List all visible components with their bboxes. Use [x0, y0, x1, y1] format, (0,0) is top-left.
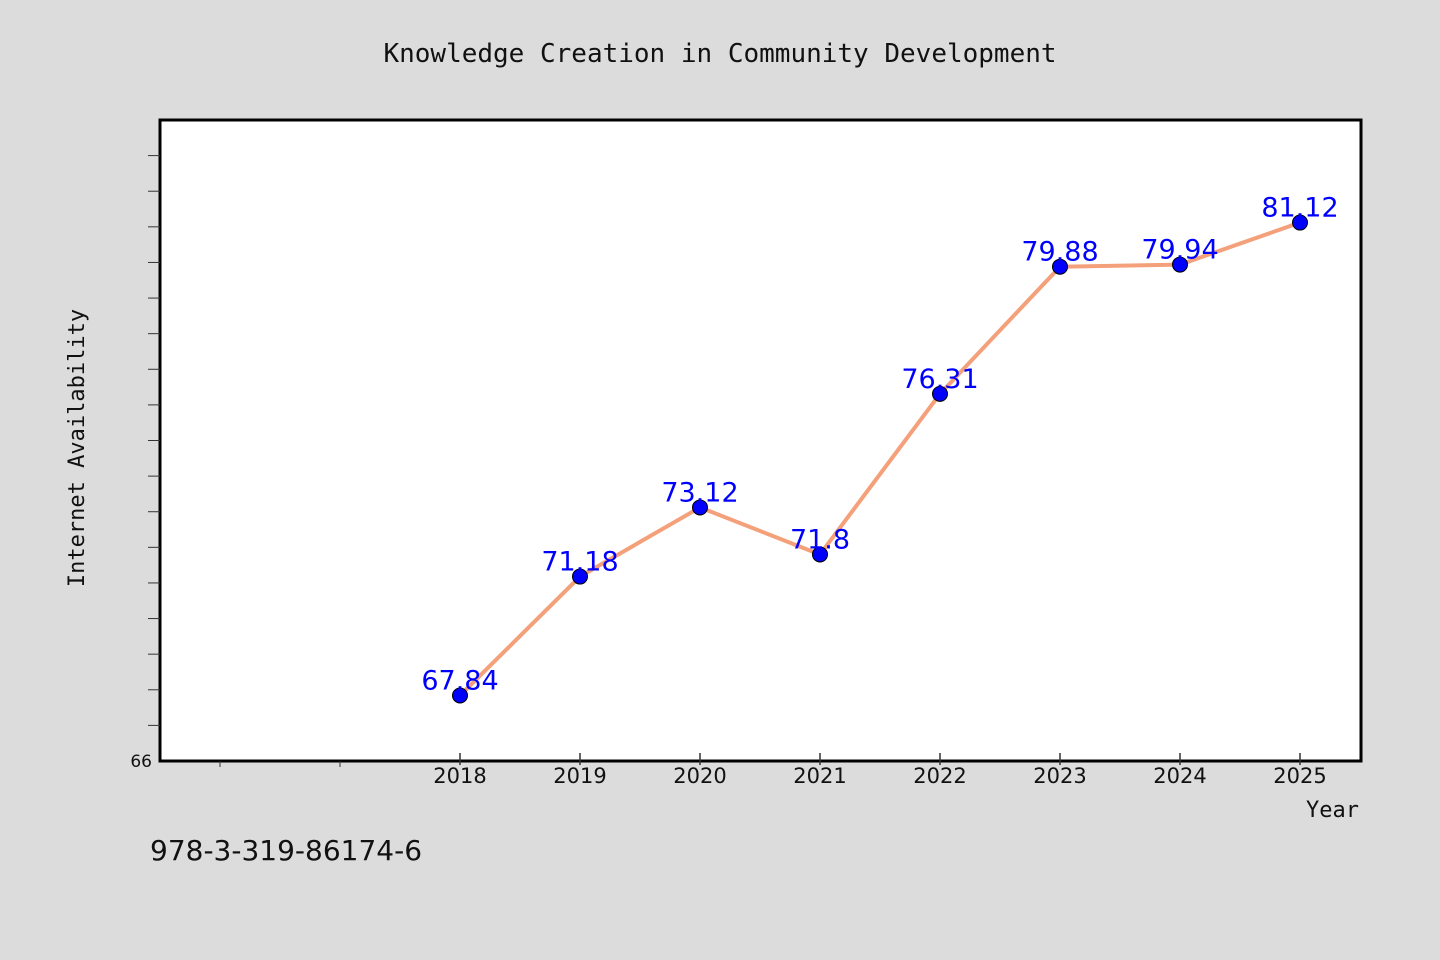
data-label: 81.12	[1261, 193, 1338, 224]
y-axis-label: Internet Availability	[65, 309, 90, 587]
data-point-marker	[932, 385, 948, 402]
x-tick-label: 2021	[793, 764, 846, 788]
x-tick-label: 2025	[1273, 764, 1326, 788]
x-tick-label: 2020	[673, 764, 726, 788]
data-point-marker	[692, 499, 708, 516]
data-label: 71.18	[541, 547, 618, 578]
x-axis-label: Year	[1306, 798, 1359, 823]
data-point-marker	[812, 546, 828, 563]
data-label: 79.88	[1021, 237, 1098, 268]
data-point-marker	[1052, 258, 1068, 275]
isbn-caption: 978-3-319-86174-6	[150, 834, 423, 867]
x-tick-label: 2018	[433, 764, 486, 788]
data-point-marker	[1292, 214, 1308, 231]
x-tick-label: 2019	[553, 764, 606, 788]
x-tick-label: 2024	[1153, 764, 1206, 788]
x-tick-label: 2022	[913, 764, 966, 788]
data-label: 79.94	[1141, 235, 1218, 266]
data-label: 73.12	[661, 477, 738, 508]
data-point-marker	[452, 687, 468, 704]
data-label: 71.8	[790, 524, 850, 555]
series-line	[458, 220, 1301, 697]
chart-title: Knowledge Creation in Community Developm…	[383, 39, 1056, 69]
data-label: 67.84	[421, 665, 498, 696]
y-tick-label: 66	[130, 752, 152, 772]
data-label: 76.31	[901, 364, 978, 395]
data-point-marker	[572, 568, 588, 585]
data-point-marker	[1172, 256, 1188, 273]
plot-area	[158, 118, 1363, 763]
x-tick-label: 2023	[1033, 764, 1086, 788]
